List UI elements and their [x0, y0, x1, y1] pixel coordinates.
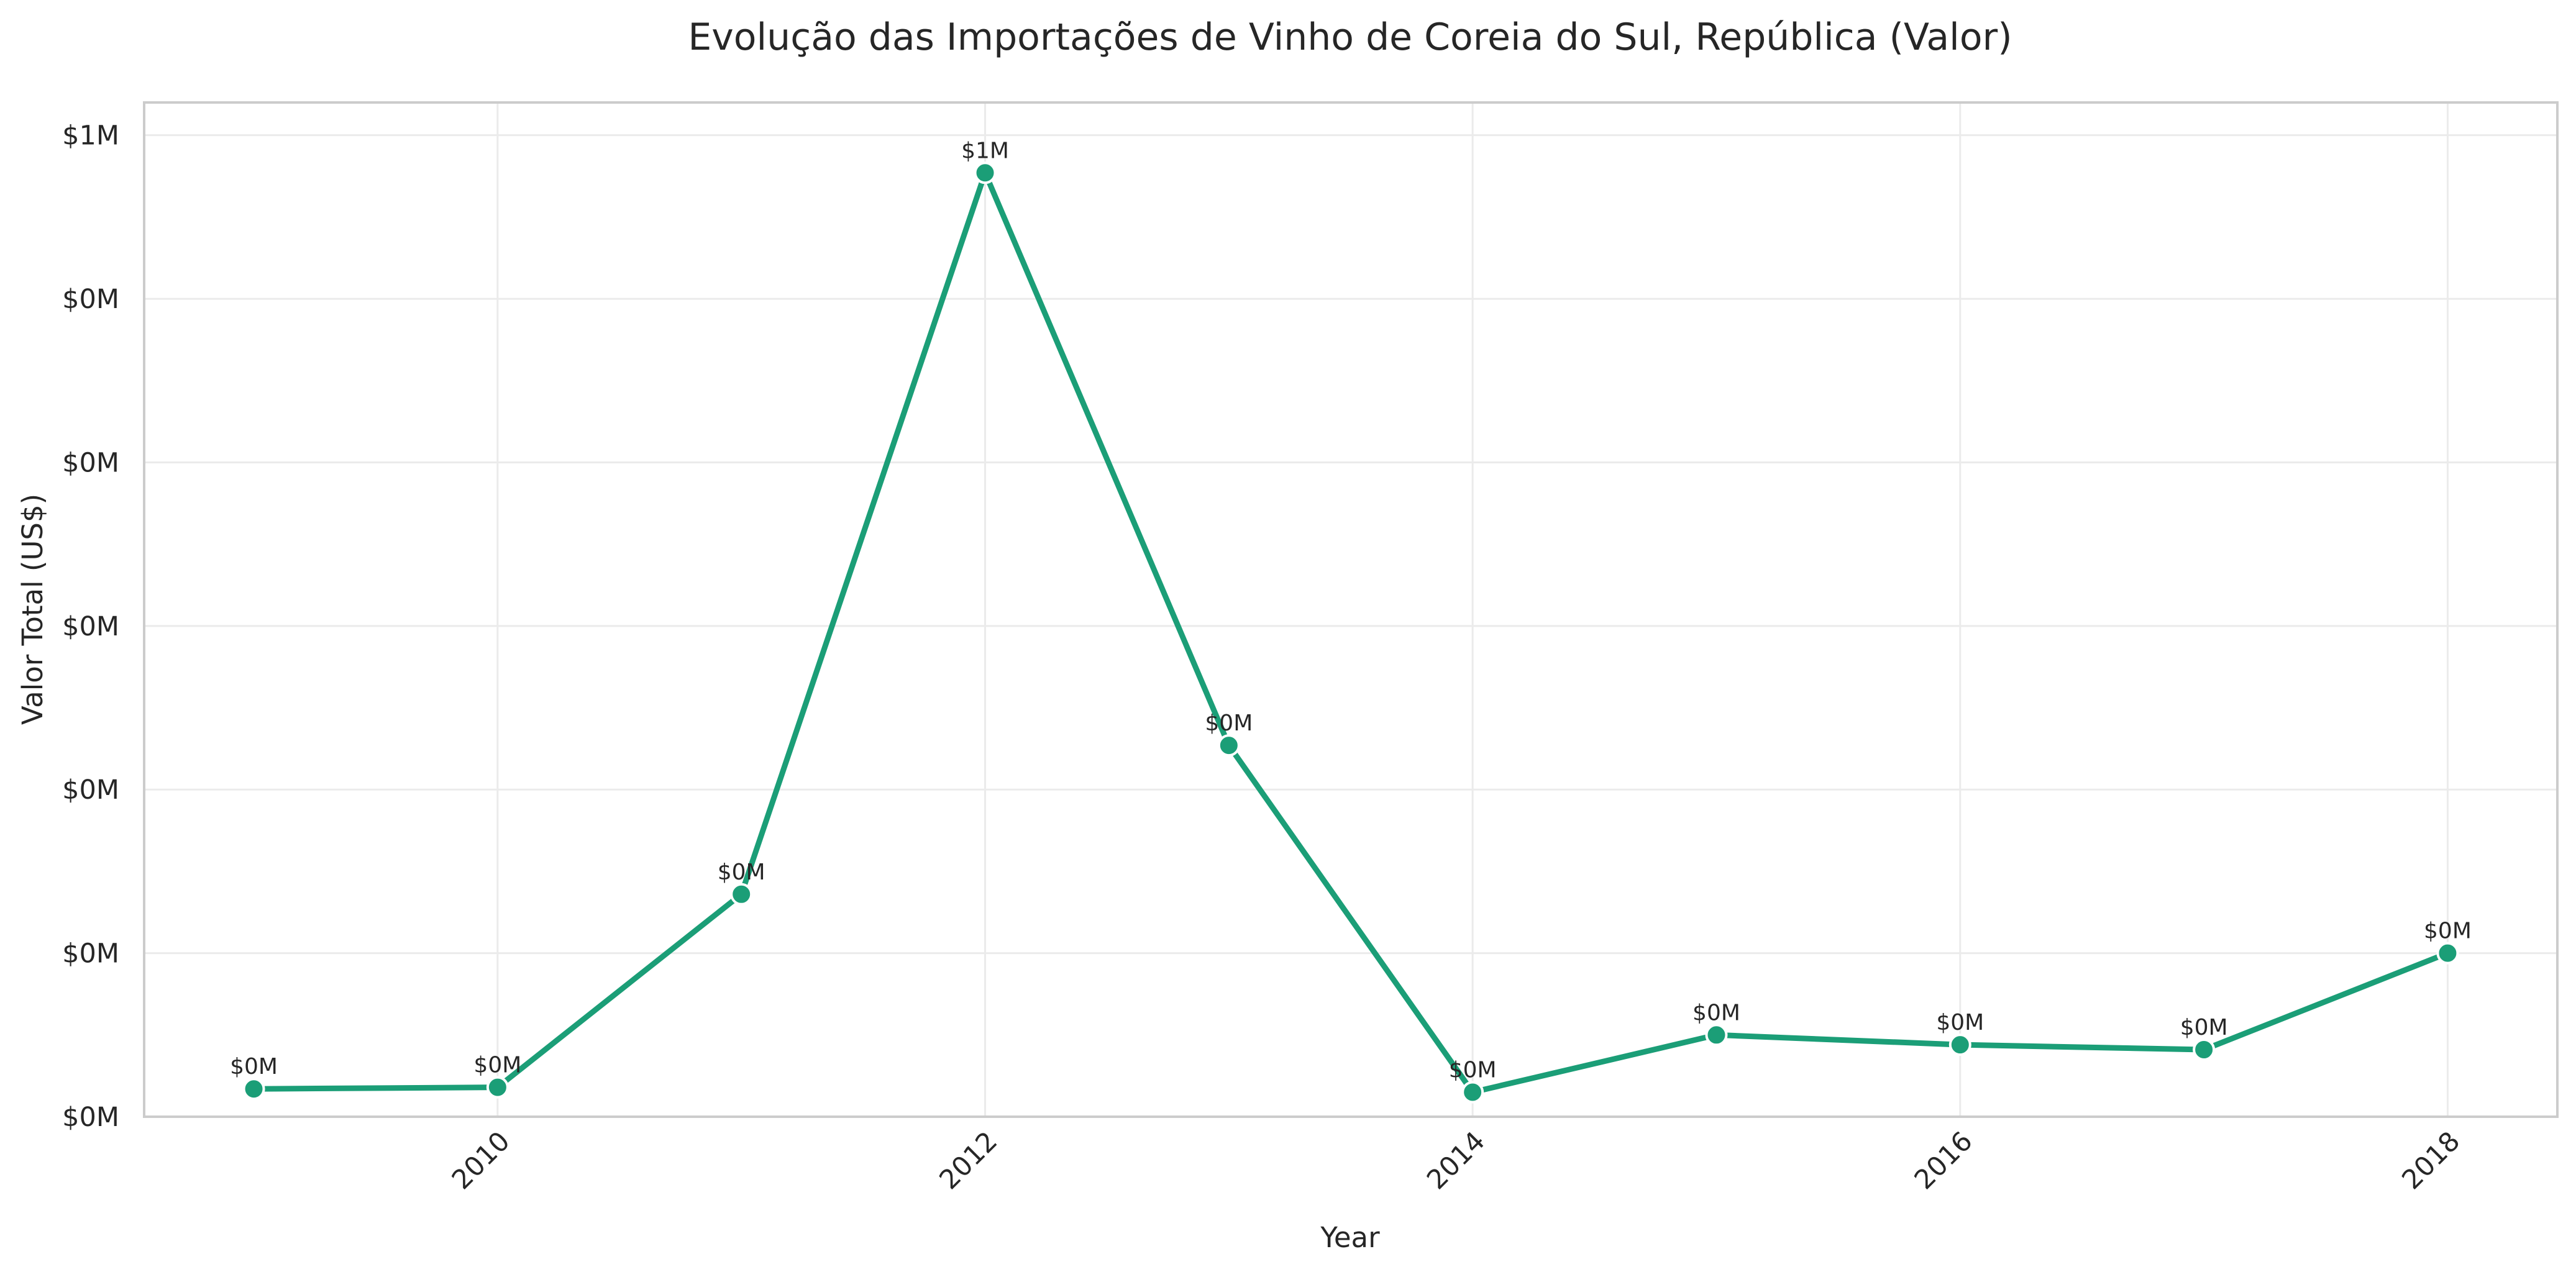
x-tick-label: 2012: [934, 1125, 1004, 1196]
grid: [144, 102, 2557, 1118]
data-label: $0M: [1449, 1057, 1497, 1083]
y-axis-ticks: $0M $0M $0M $0M $0M $0M $1M: [62, 120, 119, 1133]
chart-title: Evolução das Importações de Vinho de Cor…: [688, 16, 2012, 59]
data-point: [486, 1076, 509, 1099]
data-point: [1217, 734, 1240, 757]
data-label: $0M: [1692, 1000, 1740, 1025]
y-tick-label: $0M: [62, 611, 119, 642]
data-label: $1M: [961, 138, 1009, 163]
data-point: [1705, 1024, 1728, 1047]
y-tick-label: $0M: [62, 775, 119, 806]
x-axis-ticks: 2010 2012 2014 2016 2018: [446, 1125, 2466, 1196]
series: [242, 161, 2459, 1104]
data-label: $0M: [2424, 919, 2472, 944]
y-tick-label: $0M: [62, 1102, 119, 1133]
data-label: $0M: [230, 1054, 278, 1079]
data-point: [242, 1078, 265, 1101]
x-tick-label: 2010: [446, 1125, 516, 1196]
x-tick-label: 2018: [2396, 1125, 2466, 1196]
x-tick-label: 2016: [1909, 1125, 1979, 1196]
x-axis-label: Year: [1320, 1221, 1380, 1254]
data-label: $0M: [1936, 1010, 1984, 1035]
y-axis-label: Valor Total (US$): [16, 494, 49, 725]
y-tick-label: $0M: [62, 447, 119, 478]
data-label: $0M: [2180, 1015, 2228, 1040]
data-point: [2193, 1038, 2216, 1061]
x-tick-label: 2014: [1421, 1125, 1491, 1196]
plot-frame: [143, 101, 2559, 1118]
data-point: [1461, 1081, 1484, 1104]
data-point: [2436, 942, 2459, 965]
y-tick-label: $1M: [62, 120, 119, 152]
data-label: $0M: [473, 1053, 521, 1078]
data-label: $0M: [718, 860, 765, 885]
y-tick-label: $0M: [62, 938, 119, 970]
data-labels: $0M $0M $0M $1M $0M $0M $0M $0M $0M $0M: [230, 138, 2472, 1083]
data-label: $0M: [1205, 711, 1253, 736]
data-point: [1948, 1034, 1971, 1056]
series-line: [251, 170, 2450, 1095]
y-tick-label: $0M: [62, 284, 119, 315]
data-point: [730, 883, 753, 906]
data-point: [974, 161, 997, 184]
